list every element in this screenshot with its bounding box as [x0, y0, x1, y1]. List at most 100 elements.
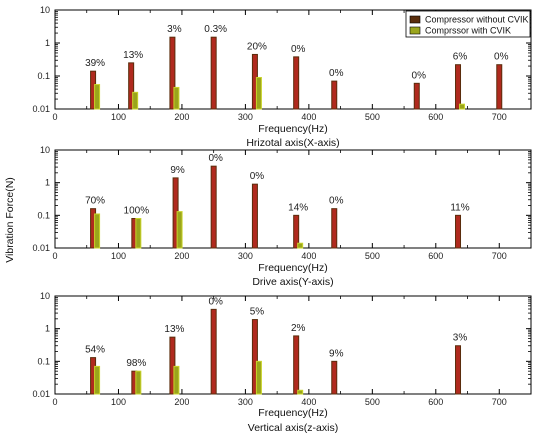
- bar-without-cvik: [455, 64, 462, 110]
- reduction-label: 0%: [208, 153, 223, 164]
- bar-with-cvik: [173, 86, 180, 110]
- x-tick-label: 500: [365, 251, 380, 261]
- panel-subtitle: Drive axis(Y-axis): [252, 276, 333, 288]
- bar-without-cvik: [251, 319, 258, 395]
- y-tick-label: 0.01: [32, 389, 50, 399]
- reduction-label: 0%: [412, 70, 427, 81]
- x-tick-label: 500: [365, 397, 380, 407]
- bar-with-cvik: [94, 213, 101, 249]
- bar-without-cvik: [455, 214, 462, 249]
- bar-without-cvik: [293, 214, 300, 249]
- y-tick-label: 0.1: [37, 356, 50, 366]
- legend-swatch-with-cvik: [409, 26, 421, 35]
- reduction-label: 3%: [453, 333, 468, 344]
- x-tick-label: 700: [492, 397, 507, 407]
- bar-without-cvik: [331, 80, 338, 110]
- reduction-label: 11%: [450, 202, 469, 213]
- y-tick-label: 10: [40, 5, 50, 15]
- x-tick-label: 400: [301, 112, 316, 122]
- bar-without-cvik: [210, 308, 217, 395]
- reduction-label: 0%: [494, 52, 509, 63]
- x-tick-label: 500: [365, 112, 380, 122]
- y-axis-label: Vibration Force(N): [4, 177, 16, 263]
- bar-without-cvik: [293, 56, 300, 110]
- reduction-label: 9%: [170, 165, 185, 176]
- bar-without-cvik: [169, 336, 176, 395]
- x-tick-label: 600: [428, 397, 443, 407]
- reduction-label: 9%: [329, 348, 344, 359]
- bar-without-cvik: [455, 345, 462, 395]
- plot-frame: [54, 9, 532, 110]
- bar-without-cvik: [293, 335, 300, 395]
- x-tick-label: 0: [52, 251, 57, 261]
- bar-without-cvik: [210, 165, 217, 249]
- reduction-label: 0%: [250, 171, 265, 182]
- y-tick-label: 0.1: [37, 71, 50, 81]
- bar-with-cvik: [255, 77, 262, 110]
- x-tick-label: 700: [492, 251, 507, 261]
- reduction-label: 6%: [453, 52, 468, 63]
- y-tick-label: 0.01: [32, 243, 50, 253]
- y-tick-label: 1: [45, 178, 50, 188]
- x-axis-label: Frequency(Hz): [258, 407, 327, 419]
- reduction-label: 14%: [288, 202, 308, 213]
- x-tick-label: 200: [174, 112, 189, 122]
- reduction-label: 0%: [291, 44, 306, 55]
- x-tick-label: 0: [52, 112, 57, 122]
- reduction-label: 39%: [85, 58, 105, 69]
- bar-without-cvik: [331, 208, 338, 249]
- x-tick-label: 200: [174, 251, 189, 261]
- bar-with-cvik: [94, 84, 101, 110]
- x-tick-label: 600: [428, 251, 443, 261]
- x-tick-label: 300: [238, 397, 253, 407]
- reduction-label: 20%: [247, 41, 267, 52]
- y-tick-label: 1: [45, 324, 50, 334]
- reduction-label: 100%: [124, 205, 150, 216]
- x-tick-label: 300: [238, 251, 253, 261]
- x-tick-label: 100: [111, 251, 126, 261]
- y-tick-label: 1: [45, 38, 50, 48]
- x-tick-label: 700: [492, 112, 507, 122]
- y-tick-label: 10: [40, 291, 50, 301]
- legend-box: [405, 10, 531, 38]
- x-tick-label: 200: [174, 397, 189, 407]
- x-tick-label: 400: [301, 251, 316, 261]
- bar-without-cvik: [128, 62, 135, 110]
- x-tick-label: 100: [111, 112, 126, 122]
- bar-with-cvik: [176, 211, 183, 249]
- x-axis-label: Frequency(Hz): [258, 262, 327, 274]
- bar-with-cvik: [135, 370, 142, 395]
- reduction-label: 0%: [208, 296, 223, 307]
- y-tick-label: 0.01: [32, 104, 50, 114]
- x-tick-label: 300: [238, 112, 253, 122]
- reduction-label: 3%: [167, 24, 182, 35]
- x-tick-label: 400: [301, 397, 316, 407]
- bar-with-cvik: [297, 389, 304, 395]
- x-axis-label: Frequency(Hz): [258, 123, 327, 135]
- panel-subtitle: Vertical axis(z-axis): [248, 422, 338, 434]
- x-tick-label: 600: [428, 112, 443, 122]
- bar-with-cvik: [459, 103, 466, 110]
- y-tick-label: 0.1: [37, 210, 50, 220]
- bar-with-cvik: [94, 365, 101, 395]
- reduction-label: 0%: [329, 68, 344, 79]
- bar-with-cvik: [255, 360, 262, 395]
- bar-with-cvik: [297, 242, 304, 249]
- legend-swatch-without-cvik: [409, 15, 421, 24]
- reduction-label: 5%: [250, 307, 265, 318]
- plot-frame: [54, 149, 532, 249]
- bar-with-cvik: [173, 365, 180, 395]
- reduction-label: 70%: [85, 196, 105, 207]
- reduction-label: 98%: [126, 358, 146, 369]
- bar-without-cvik: [496, 64, 503, 110]
- plot-frame: [54, 295, 532, 395]
- bar-with-cvik: [132, 91, 139, 110]
- bar-without-cvik: [331, 360, 338, 395]
- bar-without-cvik: [169, 36, 176, 110]
- legend-label: Compressor without CVIK: [425, 15, 529, 25]
